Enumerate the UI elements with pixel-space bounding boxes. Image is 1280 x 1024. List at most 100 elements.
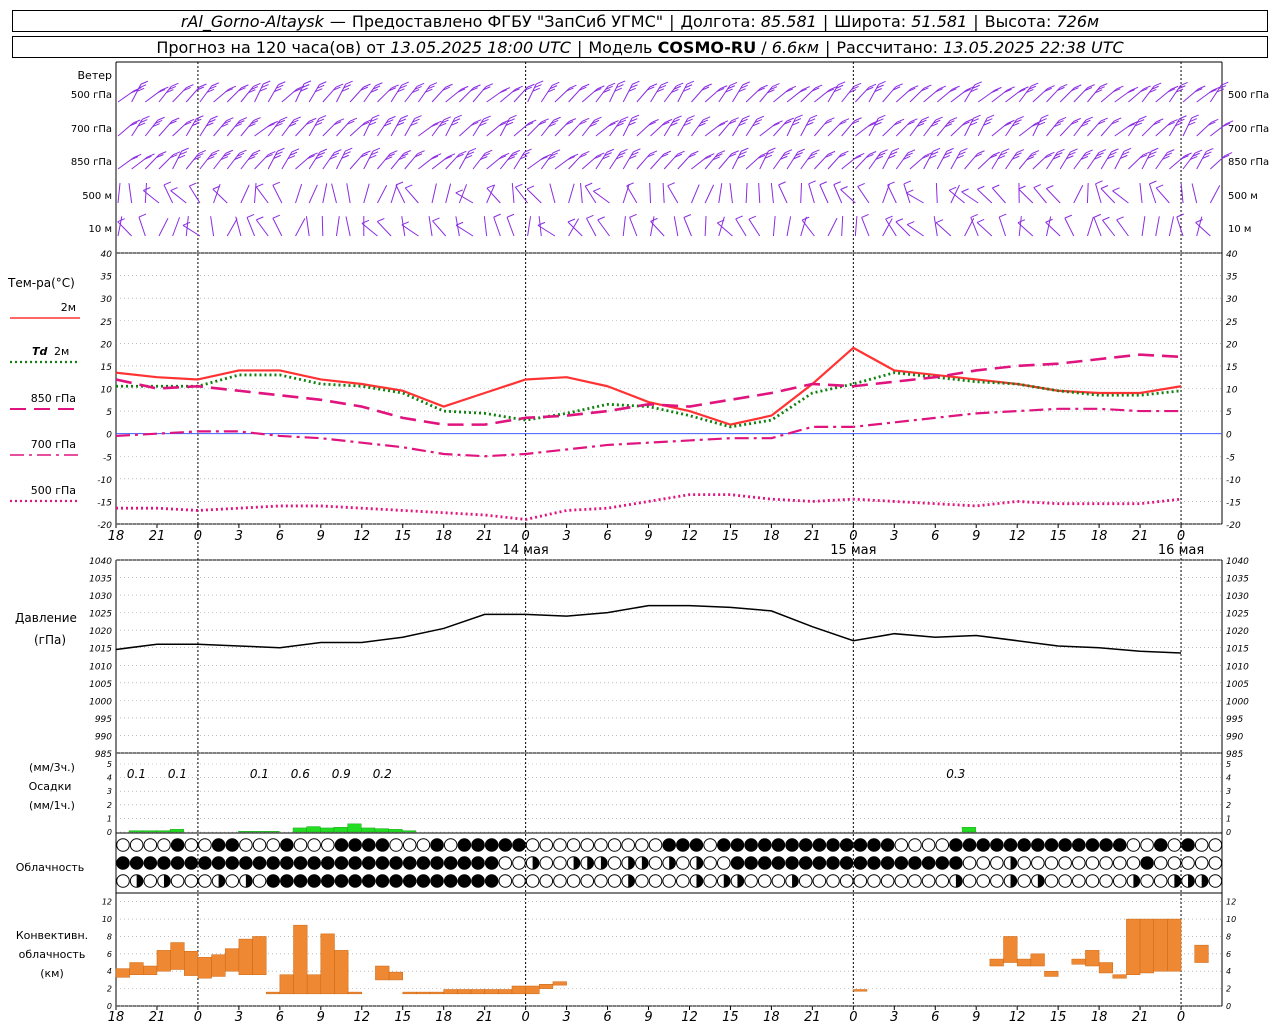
precip-ytick-left: 4 [107,774,112,783]
wind-barb-feather [848,89,857,94]
wind-barb-feather [1147,154,1155,159]
press-ytick-left: 995 [95,715,112,725]
wind-barb-feather [1047,85,1055,90]
wind-barb [729,183,733,204]
conv-ytick-left: 10 [102,915,112,924]
wind-barb-feather [826,88,835,93]
wind-barb [163,184,174,204]
cloud-cover-symbol [198,838,212,852]
cloud-title: Облачность [16,861,85,874]
precip-bar [347,823,362,833]
cloud-cover-half [1174,874,1181,888]
wind-barb-feather [720,120,729,125]
temp-ytick-right: -15 [1226,498,1241,508]
wind-barb [455,224,474,237]
temp-legend-label: 2м [61,301,76,314]
wind-barb-feather [1057,86,1065,91]
wind-barb-feather [134,153,142,158]
wind-barb [977,117,988,137]
wind-barb [172,150,183,170]
wind-barb-feather [1127,89,1135,94]
wind-barb-feather [336,118,345,123]
wind-barb-feather [1111,148,1119,153]
wind-barb-feather [168,85,177,90]
wind-barb-feather [397,88,405,93]
wind-barb [584,185,597,204]
cloud-cover-symbol [880,874,895,888]
press-ytick-right: 985 [1226,750,1243,760]
wind-barb [170,190,187,204]
conv-bar [306,974,322,995]
wind-barb [1114,151,1125,170]
wind-level-label: 850 гПа [71,157,112,168]
wind-barb [404,118,416,137]
wind-barb-feather [157,88,166,93]
wind-barb-feather [633,148,641,153]
cloud-cover-symbol [471,838,485,852]
provider: Предоставлено ФГБУ "ЗапСиб УГМС" [351,11,664,31]
wind-barb-feather [949,117,958,122]
cloud-cover-symbol [348,874,362,888]
wind-barb-feather [1109,151,1117,156]
hour-tick-temp: 0 [849,529,857,544]
press-ytick-left: 1005 [89,680,112,690]
wind-barb-feather [189,182,197,187]
wind-barb [704,215,707,237]
cloud-cover-symbol [389,874,403,888]
wind-barb-feather [1066,155,1074,160]
cloud-cover-symbol [976,874,991,888]
cloud-cover-symbol [484,838,499,852]
wind-barb [677,118,689,137]
wind-barb-feather [396,122,405,126]
wind-barb-feather [481,118,489,123]
wind-barb-feather [287,155,296,160]
cloud-cover-symbol [471,874,485,888]
temp-ytick-right: -20 [1226,521,1241,531]
wind-barb-feather [547,88,556,93]
conv-bar [1167,918,1182,972]
cloud-cover-symbol [607,838,622,852]
cloud-cover-symbol [635,874,649,888]
wind-barb-feather [1004,122,1012,127]
header-dash: — [329,11,346,31]
wind-barb-feather [938,85,947,90]
hour-tick-temp: 3 [890,529,898,544]
conv-bar [347,991,363,995]
wind-barb-feather [764,154,773,159]
alt-label: Высота: [984,11,1052,31]
wind-barb-feather [1216,88,1225,93]
cloud-cover-symbol [361,838,376,852]
conv-bar [402,991,417,995]
wind-barb-feather [414,85,422,90]
wind-barb [861,217,870,237]
wind-barb-feather [1142,151,1150,156]
wind-barb-feather [372,114,380,119]
wind-barb-feather [388,115,396,120]
wind-barb-feather [1111,120,1119,125]
wind-barb-feather [527,83,535,88]
conv-bar [252,936,267,975]
wind-barb-feather [444,155,452,160]
cloud-cover-half [955,874,963,888]
cloud-cover-symbol [539,874,554,888]
wind-barb-feather [1057,148,1065,153]
temp-ytick-left: 40 [101,250,113,260]
wind-barb [854,216,858,237]
conv-ytick-right: 12 [1226,898,1236,907]
hour-tick-temp: 0 [521,529,529,544]
cloud-cover-symbol [703,856,717,870]
wind-barb-feather [499,89,507,94]
cloud-cover-symbol [949,856,963,870]
wind-barb-feather [788,85,797,90]
precip-ytick-right: 0 [1226,828,1231,837]
wind-barb-feather [977,150,985,155]
wind-barb-feather [333,121,342,126]
wind-barb [172,217,181,237]
wind-barb-feather [399,84,407,89]
cloud-cover-symbol [880,838,895,852]
wind-barb [158,217,169,237]
wind-barb-feather [1100,117,1108,122]
conv-bar [1112,974,1127,979]
wind-barb-feather [1130,86,1139,91]
wind-barb-feather [1218,85,1227,90]
